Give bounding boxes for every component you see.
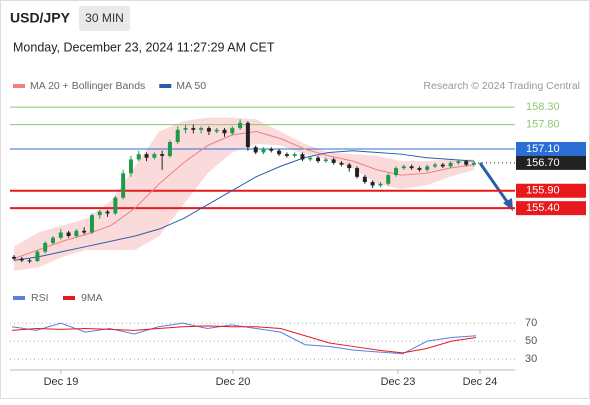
candle-body: [440, 164, 445, 167]
legend-swatch: [159, 84, 172, 88]
candle-body: [66, 232, 71, 236]
candle-body: [394, 168, 399, 176]
candle-body: [50, 237, 55, 243]
level-label: 157.10: [526, 143, 560, 155]
indicator-line: [11, 325, 477, 354]
candle-body: [136, 154, 141, 160]
level-label: 155.90: [526, 185, 560, 197]
candle-body: [284, 154, 289, 156]
candle-body: [417, 168, 422, 170]
candle-body: [269, 148, 274, 151]
y-tick-label: 70: [525, 317, 537, 329]
candle-body: [160, 154, 165, 156]
candle-body: [308, 157, 313, 160]
candle-body: [300, 154, 305, 160]
candle-body: [261, 148, 266, 153]
candle-body: [339, 162, 344, 165]
candle-body: [230, 128, 235, 134]
interval: 30 MIN: [85, 11, 124, 25]
candle-body: [409, 166, 414, 169]
candle-body: [74, 230, 79, 236]
candle-body: [191, 128, 196, 130]
candle-body: [58, 232, 63, 238]
candle-body: [105, 211, 110, 214]
candle-body: [35, 251, 40, 262]
candle-body: [464, 161, 469, 165]
candle-body: [27, 260, 32, 262]
candle-body: [238, 122, 243, 129]
legend-swatch: [63, 296, 75, 300]
candle-body: [253, 147, 258, 153]
ma-line: [13, 150, 475, 261]
candle-body: [277, 150, 282, 155]
candle-body: [89, 215, 94, 233]
candle-body: [121, 173, 126, 198]
level-label: 158.30: [526, 101, 560, 113]
candle-body: [355, 168, 360, 177]
candle-body: [378, 183, 383, 186]
candle-body: [386, 175, 391, 184]
candle-body: [82, 230, 87, 233]
candle-body: [199, 128, 204, 130]
level-label: 155.40: [526, 202, 560, 214]
candle-body: [245, 122, 250, 148]
candle-body: [316, 157, 321, 162]
candle-body: [347, 164, 352, 169]
candle-body: [370, 182, 375, 186]
candle-body: [113, 197, 118, 214]
candle-body: [456, 161, 461, 163]
level-label-box: [516, 201, 586, 216]
candle-body: [425, 166, 430, 170]
candle-body: [323, 159, 328, 162]
x-tick-label: Dec 23: [381, 376, 416, 388]
candle-body: [448, 162, 453, 167]
candle-body: [12, 256, 16, 259]
candle-body: [214, 129, 219, 132]
x-tick-label: Dec 19: [44, 376, 79, 388]
credit: Research © 2024 Trading Central: [423, 80, 580, 92]
candle-body: [183, 128, 188, 130]
y-tick-label: 30: [525, 353, 537, 365]
level-label: 157.80: [526, 118, 560, 130]
level-label-box: [516, 155, 586, 170]
level-label: 156.70: [526, 157, 560, 169]
candle-body: [433, 164, 438, 167]
candle-body: [222, 129, 227, 134]
y-tick-label: 50: [525, 335, 537, 347]
legend-swatch: [13, 296, 25, 300]
candle-body: [97, 211, 102, 216]
legend-swatch: [13, 84, 25, 88]
candle-body: [175, 129, 180, 142]
legend-label: MA 50: [176, 80, 206, 92]
legend-label: 9MA: [81, 292, 103, 304]
candle-body: [128, 159, 133, 174]
candle-body: [19, 258, 24, 261]
level-label-box: [516, 141, 586, 156]
bollinger-band: [14, 117, 474, 271]
datetime: Monday, December 23, 2024 11:27:29 AM CE…: [13, 40, 275, 54]
x-tick-label: Dec 20: [216, 376, 251, 388]
candle-body: [472, 162, 476, 165]
x-tick-label: Dec 24: [463, 376, 498, 388]
level-label-box: [516, 183, 586, 198]
candle-body: [43, 242, 48, 252]
interval-box: [79, 6, 130, 31]
candle-body: [206, 128, 211, 132]
candle-body: [167, 142, 172, 156]
candle-body: [362, 176, 367, 183]
candle-body: [144, 154, 149, 158]
symbol: USD/JPY: [10, 10, 71, 26]
forecast-arrow: [478, 162, 510, 204]
candle-body: [152, 154, 157, 158]
candle-body: [292, 154, 297, 156]
candle-body: [401, 166, 406, 169]
candle-body: [331, 159, 336, 163]
legend-label: RSI: [31, 292, 49, 304]
legend-label: MA 20 + Bollinger Bands: [30, 80, 145, 92]
